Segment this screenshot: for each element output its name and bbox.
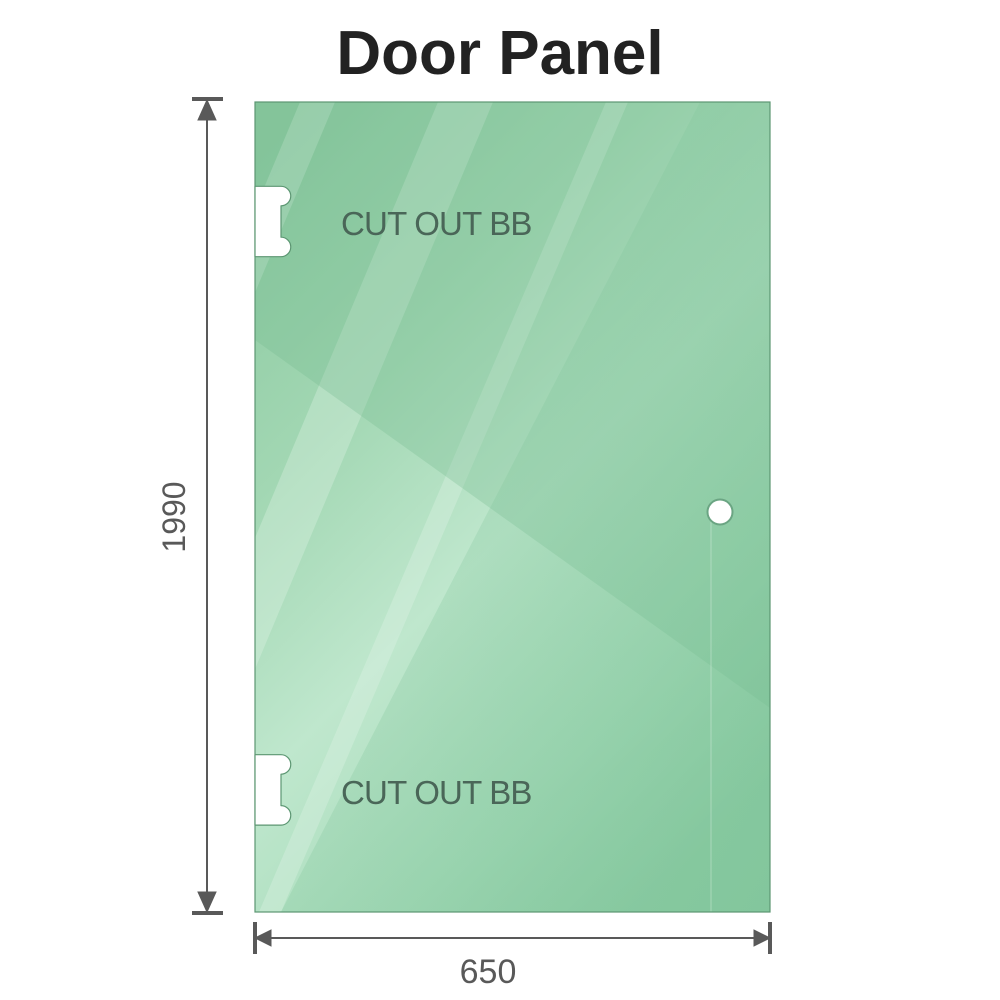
svg-text:CUT OUT BB: CUT OUT BB (341, 774, 532, 811)
svg-text:1990: 1990 (156, 481, 192, 552)
svg-text:CUT OUT BB: CUT OUT BB (341, 205, 532, 242)
svg-text:650: 650 (460, 953, 517, 991)
